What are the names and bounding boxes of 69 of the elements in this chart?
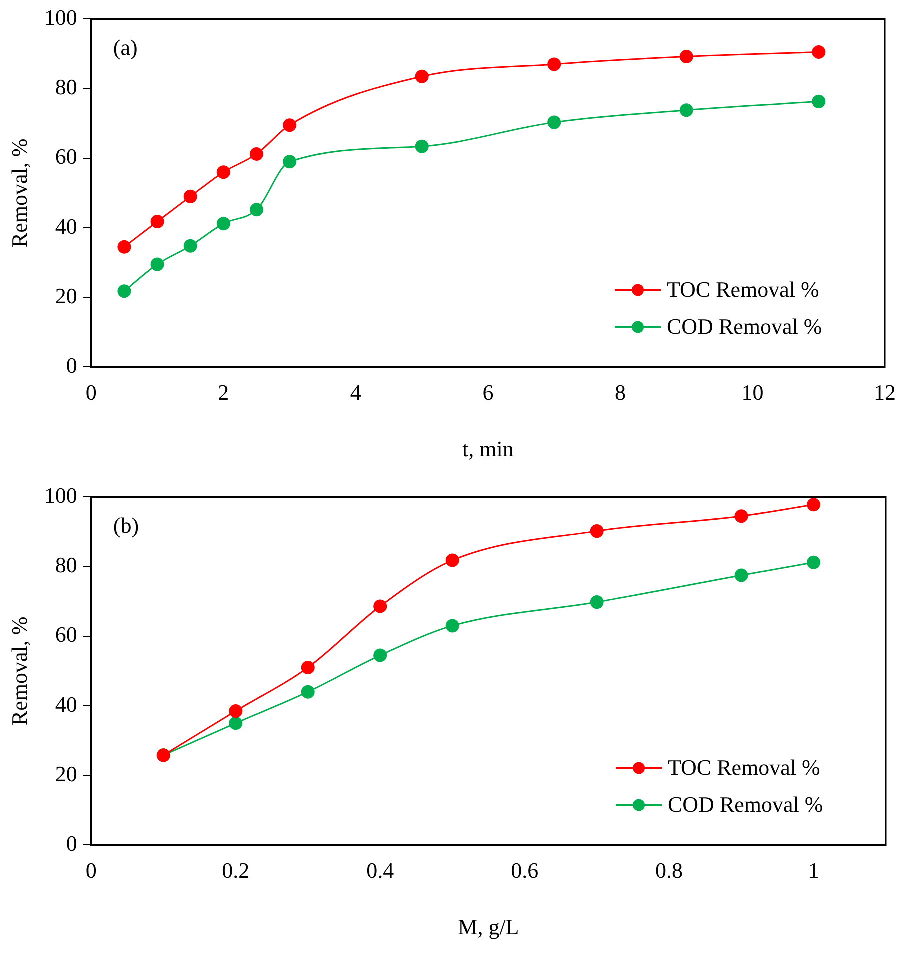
point xyxy=(283,118,297,132)
point xyxy=(374,600,388,614)
y-axis-title: Removal, % xyxy=(6,138,32,248)
point xyxy=(812,46,826,60)
x-tick-label: 12 xyxy=(874,380,896,406)
point xyxy=(374,648,388,662)
point xyxy=(590,596,604,610)
legend-label: TOC Removal % xyxy=(667,276,820,302)
x-tick-label: 10 xyxy=(742,380,764,406)
y-tick-label: 60 xyxy=(55,622,78,648)
point xyxy=(184,190,198,204)
point xyxy=(680,50,694,64)
y-tick-label: 40 xyxy=(55,692,78,717)
y-tick-label: 20 xyxy=(55,761,78,786)
point xyxy=(250,147,264,161)
point xyxy=(184,239,198,253)
x-axis-title: M, g/L xyxy=(458,914,520,940)
y-axis-title: Removal, % xyxy=(6,616,32,726)
point xyxy=(415,70,429,84)
x-tick-label: 0.2 xyxy=(222,858,250,884)
y-tick-label: 20 xyxy=(55,283,78,308)
x-tick-label: 0.6 xyxy=(511,858,539,884)
x-tick-label: 0.4 xyxy=(366,858,394,884)
point xyxy=(150,214,164,228)
point xyxy=(229,704,243,718)
point xyxy=(150,258,164,272)
legend-label: TOC Removal % xyxy=(668,754,820,780)
y-tick-label: 0 xyxy=(66,830,78,856)
y-tick-label: 100 xyxy=(44,482,78,508)
x-tick-label: 0 xyxy=(86,380,97,406)
point xyxy=(415,140,429,154)
point xyxy=(680,104,694,118)
point xyxy=(118,240,132,254)
point xyxy=(807,556,821,570)
legend-label: COD Removal % xyxy=(667,314,822,339)
point xyxy=(301,685,315,699)
x-tick-label: 0 xyxy=(86,858,97,884)
point xyxy=(548,58,562,72)
point xyxy=(229,716,243,730)
point xyxy=(446,619,460,633)
point xyxy=(734,510,748,524)
point xyxy=(216,217,230,231)
x-tick-label: 0.8 xyxy=(656,858,684,884)
y-tick-label: 40 xyxy=(55,214,78,239)
y-tick-label: 80 xyxy=(55,74,78,100)
x-tick-label: 8 xyxy=(614,380,626,406)
annotation: (a) xyxy=(113,34,138,60)
y-tick-label: 60 xyxy=(55,144,78,170)
y-tick-label: 100 xyxy=(44,4,78,30)
y-tick-label: 0 xyxy=(66,352,78,378)
point xyxy=(548,116,562,130)
point xyxy=(216,166,230,180)
x-tick-label: 2 xyxy=(218,380,230,406)
point xyxy=(446,554,460,568)
x-axis-title: t, min xyxy=(462,436,514,462)
point xyxy=(734,568,748,582)
point xyxy=(812,94,826,108)
point xyxy=(301,660,315,674)
point xyxy=(283,155,297,169)
x-tick-label: 1 xyxy=(808,858,820,884)
legend-label: COD Removal % xyxy=(668,792,824,817)
point xyxy=(250,203,264,217)
annotation: (b) xyxy=(113,512,140,538)
point xyxy=(590,524,604,538)
y-tick-label: 80 xyxy=(55,552,78,578)
x-tick-label: 4 xyxy=(350,380,362,406)
point xyxy=(807,498,821,512)
point xyxy=(118,284,132,298)
x-tick-label: 6 xyxy=(482,380,494,406)
